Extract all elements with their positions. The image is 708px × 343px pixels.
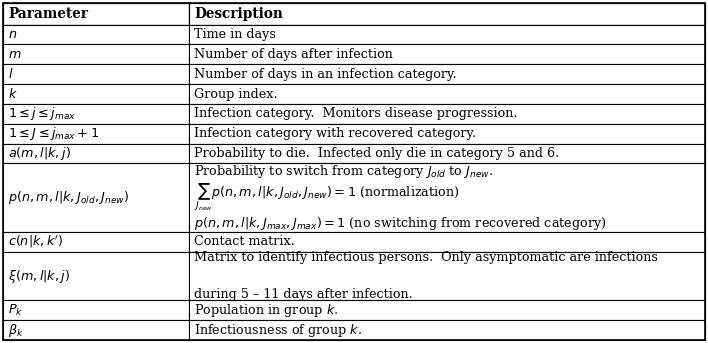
Text: Infection category with recovered category.: Infection category with recovered catego… bbox=[194, 127, 476, 140]
Bar bbox=[189, 3, 705, 25]
Text: Probability to die.  Infected only die in category 5 and 6.: Probability to die. Infected only die in… bbox=[194, 147, 559, 160]
Bar bbox=[189, 64, 705, 84]
Bar bbox=[3, 25, 189, 45]
Bar bbox=[3, 3, 189, 25]
Text: $p(n,m,l|k,J_{old},J_{new})$: $p(n,m,l|k,J_{old},J_{new})$ bbox=[8, 189, 129, 206]
Text: $m$: $m$ bbox=[8, 48, 21, 61]
Bar bbox=[189, 320, 705, 340]
Text: Contact matrix.: Contact matrix. bbox=[194, 235, 295, 248]
Text: Parameter: Parameter bbox=[8, 7, 88, 21]
Bar bbox=[189, 45, 705, 64]
Bar bbox=[189, 84, 705, 104]
Text: Infection category.  Monitors disease progression.: Infection category. Monitors disease pro… bbox=[194, 107, 518, 120]
Text: $1 \leq j \leq j_{max}$: $1 \leq j \leq j_{max}$ bbox=[8, 105, 76, 122]
Text: Infectiousness of group $k$.: Infectiousness of group $k$. bbox=[194, 322, 362, 339]
Text: $a(m,l|k,j)$: $a(m,l|k,j)$ bbox=[8, 145, 71, 162]
Text: $\sum_{J_{new}} p(n,m,l|k,J_{old},J_{new})=1$ (normalization): $\sum_{J_{new}} p(n,m,l|k,J_{old},J_{new… bbox=[194, 182, 459, 213]
Text: Group index.: Group index. bbox=[194, 87, 278, 100]
Bar bbox=[189, 124, 705, 144]
Bar bbox=[189, 252, 705, 300]
Text: during 5 – 11 days after infection.: during 5 – 11 days after infection. bbox=[194, 288, 413, 301]
Bar bbox=[3, 232, 189, 252]
Text: $\beta_k$: $\beta_k$ bbox=[8, 322, 23, 339]
Text: Time in days: Time in days bbox=[194, 28, 276, 41]
Text: Matrix to identify infectious persons.  Only asymptomatic are infections: Matrix to identify infectious persons. O… bbox=[194, 251, 658, 264]
Text: $n$: $n$ bbox=[8, 28, 17, 41]
Bar bbox=[3, 84, 189, 104]
Bar bbox=[189, 300, 705, 320]
Text: $P_k$: $P_k$ bbox=[8, 303, 23, 318]
Text: $1 \leq J \leq j_{max}+1$: $1 \leq J \leq j_{max}+1$ bbox=[8, 125, 99, 142]
Text: $l$: $l$ bbox=[8, 67, 13, 81]
Bar bbox=[189, 232, 705, 252]
Bar bbox=[3, 163, 189, 232]
Text: $c(n|k,k')$: $c(n|k,k')$ bbox=[8, 234, 63, 250]
Bar bbox=[189, 163, 705, 232]
Text: $\xi(m,l|k,j)$: $\xi(m,l|k,j)$ bbox=[8, 268, 70, 285]
Text: $p(n,m,l|k,J_{max},J_{max})=1$ (no switching from recovered category): $p(n,m,l|k,J_{max},J_{max})=1$ (no switc… bbox=[194, 215, 607, 232]
Bar bbox=[3, 64, 189, 84]
Bar bbox=[189, 104, 705, 124]
Bar bbox=[3, 104, 189, 124]
Text: Description: Description bbox=[194, 7, 283, 21]
Bar bbox=[3, 124, 189, 144]
Bar bbox=[3, 320, 189, 340]
Text: Population in group $k$.: Population in group $k$. bbox=[194, 302, 338, 319]
Text: Probability to switch from category $J_{old}$ to $J_{new}$.: Probability to switch from category $J_{… bbox=[194, 163, 493, 180]
Bar bbox=[3, 45, 189, 64]
Text: $k$: $k$ bbox=[8, 87, 18, 101]
Text: Number of days in an infection category.: Number of days in an infection category. bbox=[194, 68, 457, 81]
Bar bbox=[3, 252, 189, 300]
Bar bbox=[3, 144, 189, 163]
Text: Number of days after infection: Number of days after infection bbox=[194, 48, 393, 61]
Bar bbox=[189, 25, 705, 45]
Bar bbox=[3, 300, 189, 320]
Bar bbox=[189, 144, 705, 163]
